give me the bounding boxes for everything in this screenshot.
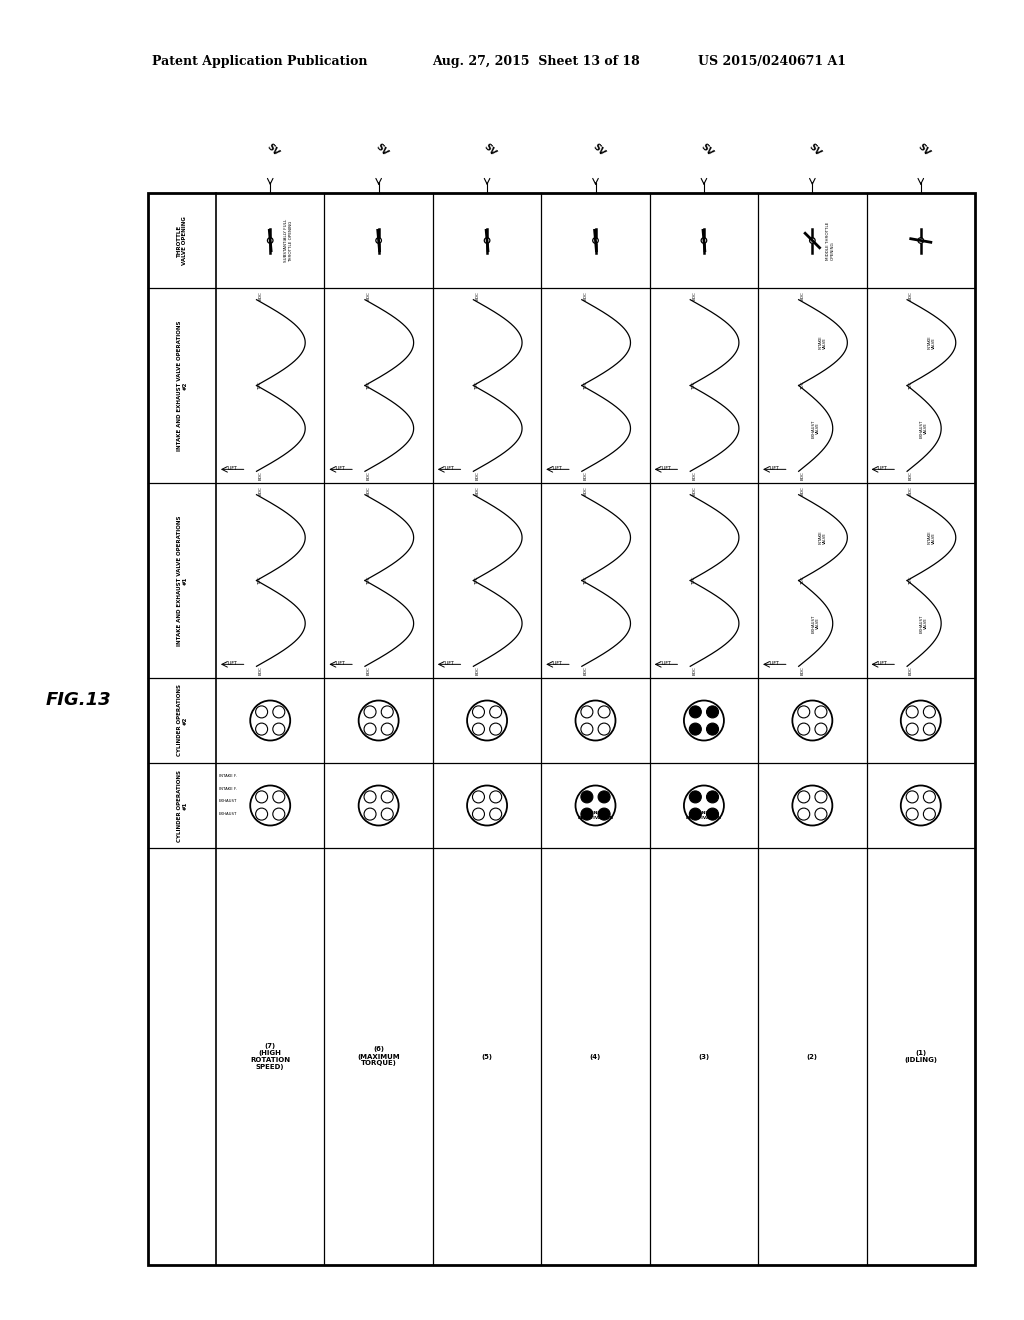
Circle shape <box>918 238 924 243</box>
Text: INTAKE
VALVE: INTAKE VALVE <box>819 531 827 544</box>
Text: BDC: BDC <box>909 290 913 300</box>
Circle shape <box>924 723 935 735</box>
Text: LIFT: LIFT <box>553 661 562 667</box>
Circle shape <box>365 706 376 718</box>
Text: EXHAUST: EXHAUST <box>219 799 238 804</box>
Circle shape <box>489 723 502 735</box>
Text: LIFT: LIFT <box>769 661 779 667</box>
Text: TDC: TDC <box>584 577 588 585</box>
Circle shape <box>924 808 935 820</box>
Text: BDC: BDC <box>692 471 696 480</box>
Circle shape <box>815 791 827 803</box>
Text: Patent Application Publication: Patent Application Publication <box>152 55 368 69</box>
Text: (6)
(MAXIMUM
TORQUE): (6) (MAXIMUM TORQUE) <box>357 1047 400 1067</box>
Text: INTAKE F.: INTAKE F. <box>219 787 237 791</box>
Circle shape <box>906 808 919 820</box>
Bar <box>148 193 975 1265</box>
Text: (4): (4) <box>590 1053 601 1060</box>
Text: (1)
(IDLING): (1) (IDLING) <box>904 1049 937 1063</box>
Text: SV: SV <box>482 143 498 158</box>
Text: (2): (2) <box>807 1053 818 1060</box>
Text: TDC: TDC <box>801 381 805 389</box>
Text: BDC: BDC <box>475 471 479 480</box>
Text: CYLINDER
DEACTIVATION: CYLINDER DEACTIVATION <box>578 812 613 820</box>
Text: INTAKE AND EXHAUST VALVE OPERATIONS
#2: INTAKE AND EXHAUST VALVE OPERATIONS #2 <box>176 321 187 450</box>
Text: BDC: BDC <box>801 667 805 675</box>
Circle shape <box>381 706 393 718</box>
Circle shape <box>707 808 719 820</box>
Circle shape <box>472 706 484 718</box>
Circle shape <box>707 723 719 735</box>
Text: BDC: BDC <box>801 486 805 495</box>
Circle shape <box>707 791 719 803</box>
Text: LIFT: LIFT <box>662 661 671 667</box>
Circle shape <box>815 808 827 820</box>
Text: CYLINDER OPERATIONS
#1: CYLINDER OPERATIONS #1 <box>176 770 187 842</box>
Text: BDC: BDC <box>475 290 479 300</box>
Text: BDC: BDC <box>909 471 913 480</box>
Circle shape <box>581 706 593 718</box>
Circle shape <box>815 706 827 718</box>
Text: LIFT: LIFT <box>227 661 238 667</box>
Text: INTAKE
VALVE: INTAKE VALVE <box>819 335 827 350</box>
Text: INTAKE F.: INTAKE F. <box>219 774 237 777</box>
Text: BDC: BDC <box>584 667 588 675</box>
Text: TDC: TDC <box>801 577 805 585</box>
Text: MIDDLE THROTTLE
OPENING: MIDDLE THROTTLE OPENING <box>826 222 835 260</box>
Circle shape <box>924 791 935 803</box>
Text: BDC: BDC <box>367 486 371 495</box>
Circle shape <box>689 723 701 735</box>
Circle shape <box>924 706 935 718</box>
Text: BDC: BDC <box>909 486 913 495</box>
Circle shape <box>815 723 827 735</box>
Circle shape <box>489 808 502 820</box>
Circle shape <box>689 706 701 718</box>
Text: BDC: BDC <box>584 471 588 480</box>
Text: BDC: BDC <box>475 486 479 495</box>
Circle shape <box>376 238 382 243</box>
Text: TDC: TDC <box>692 577 696 585</box>
Text: BDC: BDC <box>258 290 262 300</box>
Text: TDC: TDC <box>692 381 696 389</box>
Circle shape <box>581 808 593 820</box>
Text: CYLINDER OPERATIONS
#2: CYLINDER OPERATIONS #2 <box>176 685 187 756</box>
Text: EXHAUST: EXHAUST <box>219 812 238 816</box>
Text: TDC: TDC <box>584 381 588 389</box>
Circle shape <box>381 808 393 820</box>
Text: TDC: TDC <box>475 577 479 585</box>
Circle shape <box>906 706 919 718</box>
Circle shape <box>267 238 273 243</box>
Text: (5): (5) <box>481 1053 493 1060</box>
Circle shape <box>810 238 815 243</box>
Circle shape <box>598 808 610 820</box>
Text: THROTTLE
VALVE OPENING: THROTTLE VALVE OPENING <box>176 216 187 265</box>
Text: US 2015/0240671 A1: US 2015/0240671 A1 <box>698 55 846 69</box>
Circle shape <box>798 706 810 718</box>
Circle shape <box>598 723 610 735</box>
Circle shape <box>472 791 484 803</box>
Text: CYLINDER
DEACTIVATION: CYLINDER DEACTIVATION <box>686 812 722 820</box>
Circle shape <box>365 791 376 803</box>
Circle shape <box>256 808 267 820</box>
Text: INTAKE
VALVE: INTAKE VALVE <box>927 335 936 350</box>
Text: BDC: BDC <box>367 471 371 480</box>
Circle shape <box>272 808 285 820</box>
Text: BDC: BDC <box>584 290 588 300</box>
Text: BDC: BDC <box>692 290 696 300</box>
Text: LIFT: LIFT <box>227 466 238 471</box>
Circle shape <box>381 791 393 803</box>
Circle shape <box>581 723 593 735</box>
Text: BDC: BDC <box>367 667 371 675</box>
Text: LIFT: LIFT <box>336 466 346 471</box>
Text: SUBSTANTIALLY FULL
THROTTLE OPENING: SUBSTANTIALLY FULL THROTTLE OPENING <box>285 219 293 263</box>
Text: LIFT: LIFT <box>553 466 562 471</box>
Text: Aug. 27, 2015  Sheet 13 of 18: Aug. 27, 2015 Sheet 13 of 18 <box>432 55 640 69</box>
Text: SV: SV <box>265 143 282 158</box>
Circle shape <box>272 723 285 735</box>
Text: SV: SV <box>374 143 389 158</box>
Text: TDC: TDC <box>475 381 479 389</box>
Text: BDC: BDC <box>692 486 696 495</box>
Circle shape <box>489 791 502 803</box>
Circle shape <box>581 791 593 803</box>
Text: TDC: TDC <box>909 577 913 585</box>
